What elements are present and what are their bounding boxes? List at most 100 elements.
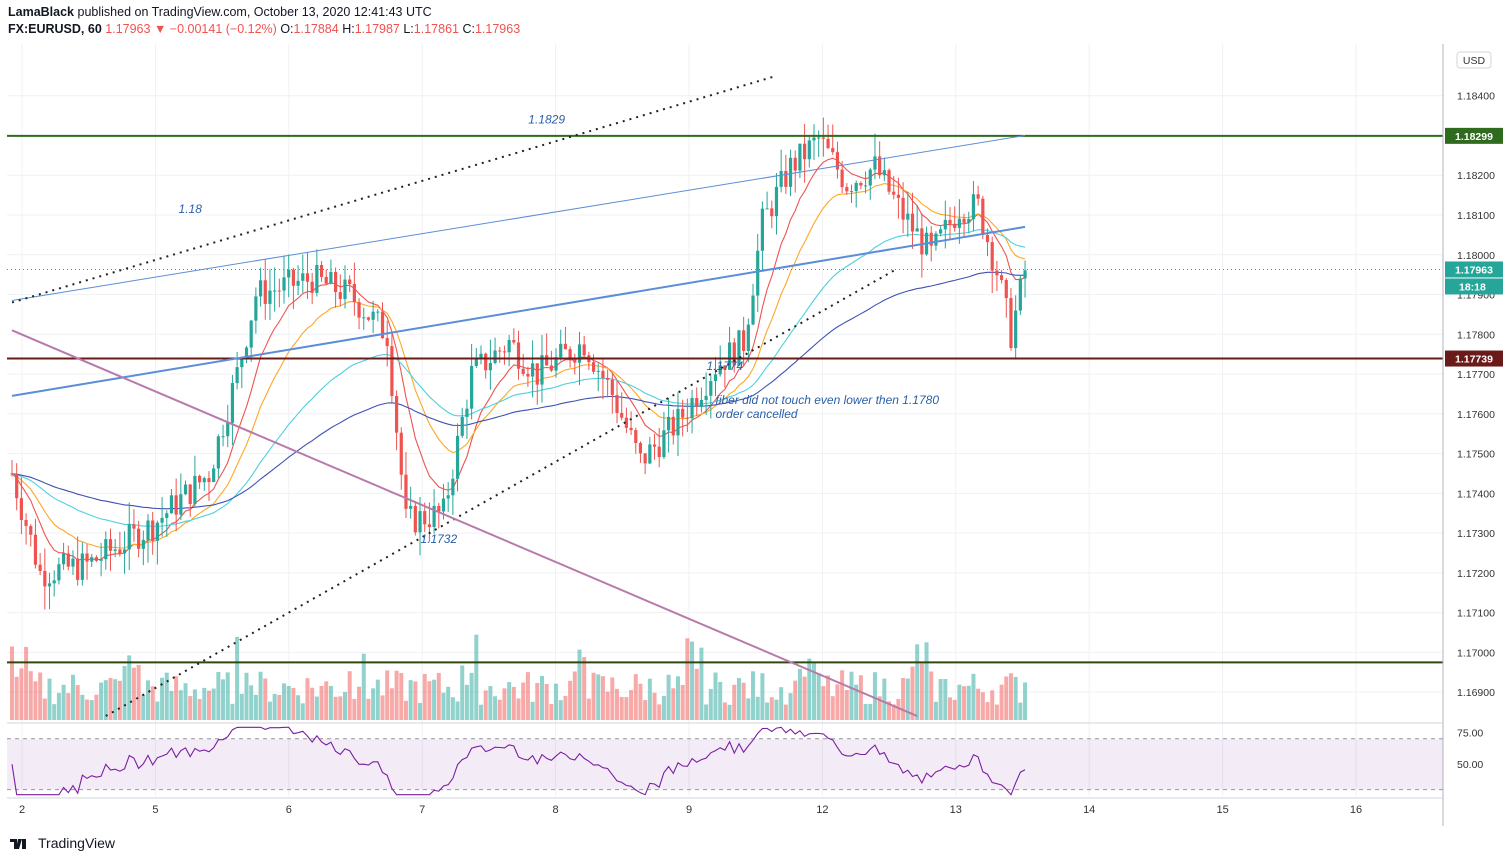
candle-body[interactable] [934,233,938,246]
candle-body[interactable] [43,570,47,587]
candle-body[interactable] [254,296,258,321]
candle-body[interactable] [512,340,516,343]
candle-body[interactable] [826,138,830,149]
candle-body[interactable] [66,553,70,567]
candle-body[interactable] [273,290,277,292]
candle-body[interactable] [845,187,849,192]
candle-body[interactable] [638,443,643,454]
candle-body[interactable] [122,549,127,554]
candle-body[interactable] [479,353,483,359]
price-chart[interactable]: 1.1829 1.18 1.1732 1.1774 fiber did not touc… [0,0,1507,830]
candle-body[interactable] [807,140,811,160]
trendline[interactable] [11,225,1026,397]
candle-body[interactable] [118,549,122,554]
candle-body[interactable] [165,513,169,518]
candle-body[interactable] [887,170,891,192]
candle-body[interactable] [999,275,1004,280]
candle-body[interactable] [727,342,732,370]
candle-body[interactable] [873,156,877,170]
candle-body[interactable] [57,564,61,581]
candle-body[interactable] [1014,310,1018,349]
candle-body[interactable] [38,564,42,571]
candle-body[interactable] [474,358,478,366]
candle-body[interactable] [563,343,568,350]
candle-body[interactable] [831,148,835,153]
candle-body[interactable] [671,416,675,436]
candle-body[interactable] [423,511,427,525]
candle-body[interactable] [146,520,150,540]
candle-body[interactable] [854,182,858,192]
candle-body[interactable] [695,398,699,407]
candle-body[interactable] [418,511,422,533]
candle-body[interactable] [240,358,244,368]
candle-body[interactable] [216,436,220,469]
candle-body[interactable] [662,430,666,458]
candle-body[interactable] [141,539,145,549]
candle-body[interactable] [212,468,216,483]
candle-body[interactable] [446,495,450,499]
candle-body[interactable] [535,363,539,385]
candle-body[interactable] [971,194,976,220]
candle-body[interactable] [929,232,933,246]
candle-body[interactable] [601,370,605,378]
candle-body[interactable] [549,365,553,371]
chart-annotation[interactable]: 1.1829 [528,113,565,127]
candle-body[interactable] [591,362,596,372]
candle-body[interactable] [432,505,436,528]
candle-body[interactable] [338,292,342,300]
candle-body[interactable] [47,583,52,587]
candle-body[interactable] [193,475,197,504]
candle-body[interactable] [634,430,638,444]
candle-body[interactable] [957,218,961,228]
candle-body[interactable] [652,444,657,447]
currency-badge[interactable] [1456,51,1492,69]
candle-body[interactable] [709,381,713,396]
candle-body[interactable] [939,229,943,234]
candle-body[interactable] [413,505,417,533]
candle-body[interactable] [99,559,103,561]
candle-body[interactable] [437,505,441,512]
candle-body[interactable] [376,311,380,313]
candle-body[interactable] [990,242,994,271]
candle-body[interactable] [390,346,394,396]
candle-body[interactable] [915,228,919,232]
candle-body[interactable] [882,170,886,176]
chart-annotation[interactable]: 1.1774 [707,359,744,373]
candle-body[interactable] [606,377,610,380]
candle-body[interactable] [981,198,985,235]
candle-body[interactable] [793,157,797,171]
candle-body[interactable] [85,553,89,562]
candle-body[interactable] [779,170,783,187]
candle-body[interactable] [287,269,291,278]
candle-body[interactable] [568,349,572,360]
candle-body[interactable] [901,197,905,220]
candle-body[interactable] [624,417,628,428]
candle-body[interactable] [521,368,525,374]
trendline[interactable] [11,134,1026,301]
footer-brand[interactable]: TradingView [8,835,115,851]
candle-body[interactable] [507,340,511,353]
candle-body[interactable] [24,520,28,527]
candle-body[interactable] [249,320,253,348]
candle-body[interactable] [849,191,854,193]
candle-body[interactable] [596,370,600,372]
candle-body[interactable] [892,191,896,195]
candle-body[interactable] [1009,298,1013,349]
candle-body[interactable] [19,498,23,521]
candle-body[interactable] [470,365,474,409]
candle-body[interactable] [906,213,910,220]
candle-body[interactable] [263,280,267,304]
candle-body[interactable] [441,498,446,512]
candle-body[interactable] [179,494,183,515]
candle-body[interactable] [920,228,924,255]
candle-body[interactable] [615,395,619,413]
candle-body[interactable] [488,363,492,371]
candle-body[interactable] [90,557,94,562]
candle-body[interactable] [207,478,211,483]
candle-body[interactable] [277,290,281,292]
candle-body[interactable] [113,549,117,551]
candle-body[interactable] [319,264,324,277]
candle-body[interactable] [399,432,403,475]
candle-body[interactable] [427,524,432,528]
candle-body[interactable] [859,182,863,186]
